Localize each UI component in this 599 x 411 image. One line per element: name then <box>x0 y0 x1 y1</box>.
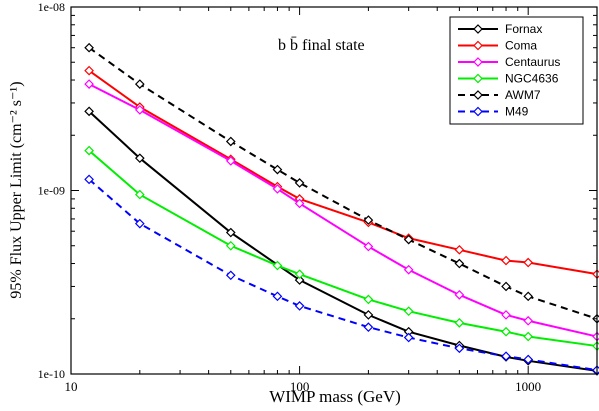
data-point <box>134 153 145 164</box>
legend-label: Coma <box>505 39 537 53</box>
data-point <box>294 275 305 285</box>
series-ngc4636 <box>84 145 599 351</box>
legend-label: AWM7 <box>505 88 541 102</box>
legend-swatch-marker <box>473 106 483 117</box>
data-point <box>501 310 511 320</box>
data-point <box>454 289 465 300</box>
legend-label: Centaurus <box>505 55 560 69</box>
data-point <box>523 257 534 268</box>
data-point <box>403 234 414 245</box>
data-point <box>225 270 236 281</box>
data-point <box>84 79 94 89</box>
data-point <box>592 269 599 280</box>
data-point <box>523 331 534 342</box>
data-point <box>294 269 305 280</box>
data-point <box>294 301 305 311</box>
data-point <box>592 365 599 375</box>
data-point <box>403 264 414 275</box>
data-point <box>454 318 465 328</box>
series-line <box>88 178 598 372</box>
y-tick-label: 1e-08 <box>38 0 65 14</box>
data-point <box>523 315 534 326</box>
legend-swatch-marker <box>473 90 483 100</box>
y-tick-label: 1e-10 <box>38 367 65 381</box>
data-point <box>523 291 534 302</box>
data-point <box>225 240 236 251</box>
data-point <box>592 331 599 342</box>
legend: Fornax Coma Centaurus NGC4636 AWM7 M49 <box>449 16 584 125</box>
data-point <box>134 79 145 89</box>
data-point <box>225 136 236 147</box>
y-tick-label: 1e-09 <box>38 184 65 198</box>
x-tick-label: 10 <box>65 379 78 394</box>
x-tick-label: 100 <box>290 379 310 394</box>
data-point <box>403 332 414 343</box>
data-point <box>501 326 511 337</box>
legend-label: Fornax <box>505 22 542 36</box>
data-point <box>454 258 465 269</box>
data-point <box>363 215 374 225</box>
data-point <box>272 291 283 302</box>
data-point <box>84 42 94 53</box>
data-point <box>363 310 374 320</box>
data-point <box>84 65 94 76</box>
legend-box <box>449 16 584 125</box>
tick-layer: 10 100 1000 1e-10 1e-09 1e-08 <box>38 0 598 394</box>
legend-label: NGC4636 <box>505 72 559 86</box>
data-point <box>84 106 94 117</box>
data-point <box>363 322 374 333</box>
legend-swatch-marker <box>473 57 483 67</box>
data-point <box>501 281 511 292</box>
x-axis-label: WIMP mass (GeV) <box>269 387 401 406</box>
data-point <box>454 244 465 255</box>
data-point <box>592 341 599 351</box>
series-awm7 <box>84 42 599 324</box>
series-m49 <box>84 174 599 375</box>
data-point <box>294 178 305 188</box>
data-point <box>501 255 511 266</box>
data-point <box>84 145 94 156</box>
data-point <box>272 260 283 271</box>
data-point <box>523 354 534 365</box>
y-axis-label: 95% Flux Upper Limit (cm⁻² s⁻¹) <box>8 81 25 298</box>
final-state-annotation: b b̄ final state <box>278 36 365 54</box>
plot-layer <box>84 42 599 376</box>
data-point <box>225 156 236 166</box>
data-point <box>272 184 283 194</box>
data-point <box>134 105 145 115</box>
legend-swatch-marker <box>473 73 483 84</box>
data-point <box>84 174 94 185</box>
data-point <box>454 343 465 354</box>
data-point <box>363 294 374 305</box>
data-point <box>272 164 283 175</box>
series-line <box>88 110 598 372</box>
x-tick-label: 1000 <box>515 379 541 394</box>
legend-swatch-marker <box>473 40 483 51</box>
data-point <box>294 198 305 209</box>
data-point <box>501 351 511 362</box>
data-point <box>403 306 414 317</box>
legend-label: M49 <box>505 105 529 119</box>
data-point <box>134 218 145 229</box>
data-point <box>225 227 236 238</box>
data-point <box>134 189 145 200</box>
data-point <box>363 241 374 252</box>
legend-swatch-marker <box>473 24 483 34</box>
